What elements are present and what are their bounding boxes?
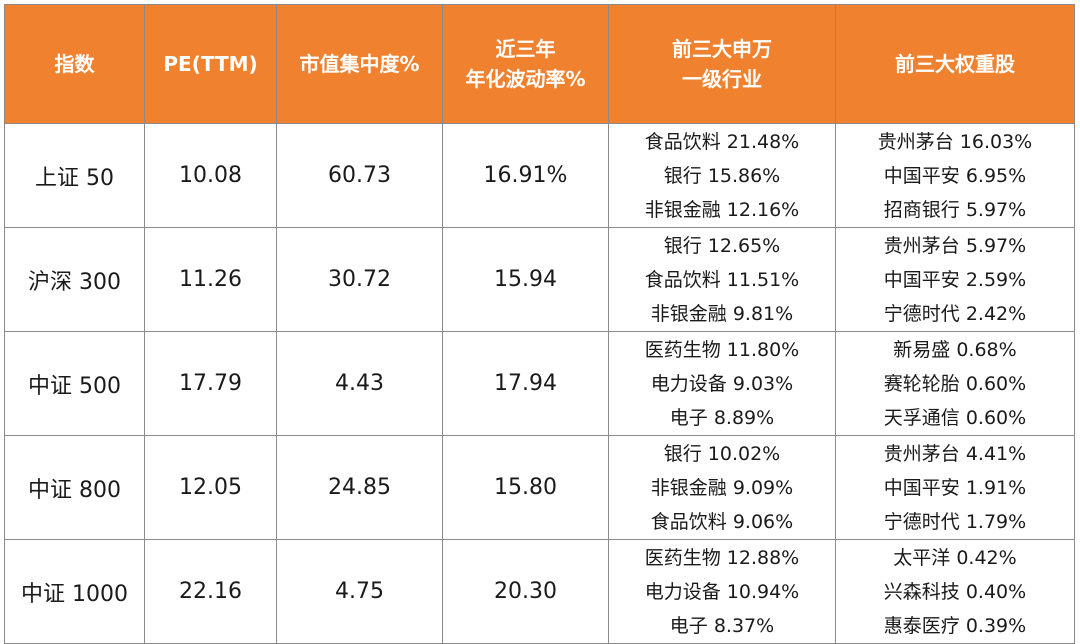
industry-item: 食品饮料 11.51% xyxy=(644,268,800,291)
stock-item: 太平洋 0.42% xyxy=(893,546,1017,569)
header-industries-line1: 前三大申万 xyxy=(672,37,772,61)
industry-item: 电力设备 9.03% xyxy=(650,372,794,395)
industries-cell: 医药生物 12.88% 电力设备 10.94% 电子 8.37% xyxy=(608,539,836,644)
pe-cell: 22.16 xyxy=(144,539,277,644)
stock-item: 天孚通信 0.60% xyxy=(883,406,1027,429)
volatility-cell: 20.30 xyxy=(442,539,609,644)
industry-item: 非银金融 9.09% xyxy=(650,476,794,499)
stock-item: 招商银行 5.97% xyxy=(883,198,1027,221)
volatility-cell: 15.94 xyxy=(442,227,609,332)
industry-item: 非银金融 12.16% xyxy=(644,198,800,221)
header-volatility-line1: 近三年 xyxy=(495,37,556,61)
table-row: 中证 500 17.79 4.43 17.94 医药生物 11.80% 电力设备… xyxy=(4,331,1075,436)
pe-cell: 11.26 xyxy=(144,227,277,332)
index-name-cell: 中证 500 xyxy=(4,331,145,436)
industries-cell: 银行 12.65% 食品饮料 11.51% 非银金融 9.81% xyxy=(608,227,836,332)
index-name-cell: 中证 1000 xyxy=(4,539,145,644)
volatility-cell: 15.80 xyxy=(442,435,609,540)
table-body: 上证 50 10.08 60.73 16.91% 食品饮料 21.48% 银行 … xyxy=(4,123,1075,644)
industry-item: 电子 8.37% xyxy=(669,614,775,637)
industry-item: 医药生物 11.80% xyxy=(644,338,800,361)
pe-cell: 17.79 xyxy=(144,331,277,436)
pe-cell: 10.08 xyxy=(144,123,277,228)
industry-item: 医药生物 12.88% xyxy=(644,546,800,569)
header-stocks: 前三大权重股 xyxy=(835,4,1075,124)
header-industries-line2: 一级行业 xyxy=(682,67,762,91)
header-row: 指数 PE(TTM) 市值集中度% 近三年 年化波动率% 前三大申万 一级行业 … xyxy=(4,4,1075,124)
concentration-cell: 24.85 xyxy=(276,435,443,540)
stock-item: 贵州茅台 4.41% xyxy=(883,442,1027,465)
table-row: 中证 800 12.05 24.85 15.80 银行 10.02% 非银金融 … xyxy=(4,435,1075,540)
stock-item: 赛轮轮胎 0.60% xyxy=(883,372,1027,395)
industries-cell: 食品饮料 21.48% 银行 15.86% 非银金融 12.16% xyxy=(608,123,836,228)
index-name-cell: 上证 50 xyxy=(4,123,145,228)
industry-item: 银行 12.65% xyxy=(663,234,781,257)
industries-cell: 医药生物 11.80% 电力设备 9.03% 电子 8.89% xyxy=(608,331,836,436)
stocks-cell: 新易盛 0.68% 赛轮轮胎 0.60% 天孚通信 0.60% xyxy=(835,331,1075,436)
industries-cell: 银行 10.02% 非银金融 9.09% 食品饮料 9.06% xyxy=(608,435,836,540)
stock-item: 兴森科技 0.40% xyxy=(883,580,1027,603)
concentration-cell: 4.75 xyxy=(276,539,443,644)
stocks-cell: 贵州茅台 16.03% 中国平安 6.95% 招商银行 5.97% xyxy=(835,123,1075,228)
stock-item: 宁德时代 2.42% xyxy=(883,302,1027,325)
stock-item: 宁德时代 1.79% xyxy=(883,510,1027,533)
stock-item: 中国平安 2.59% xyxy=(883,268,1027,291)
stocks-cell: 太平洋 0.42% 兴森科技 0.40% 惠泰医疗 0.39% xyxy=(835,539,1075,644)
concentration-cell: 60.73 xyxy=(276,123,443,228)
stocks-cell: 贵州茅台 5.97% 中国平安 2.59% 宁德时代 2.42% xyxy=(835,227,1075,332)
index-name-cell: 中证 800 xyxy=(4,435,145,540)
table-header: 指数 PE(TTM) 市值集中度% 近三年 年化波动率% 前三大申万 一级行业 … xyxy=(4,4,1075,124)
industry-item: 电力设备 10.94% xyxy=(644,580,800,603)
stock-item: 贵州茅台 5.97% xyxy=(883,234,1027,257)
header-industries: 前三大申万 一级行业 xyxy=(608,4,836,124)
industry-item: 银行 15.86% xyxy=(663,164,781,187)
stock-item: 中国平安 6.95% xyxy=(883,164,1027,187)
header-pe: PE(TTM) xyxy=(144,4,277,124)
header-volatility-line2: 年化波动率% xyxy=(465,67,586,91)
volatility-cell: 16.91% xyxy=(442,123,609,228)
header-index: 指数 xyxy=(4,4,145,124)
header-concentration: 市值集中度% xyxy=(276,4,443,124)
concentration-cell: 4.43 xyxy=(276,331,443,436)
concentration-cell: 30.72 xyxy=(276,227,443,332)
table-row: 中证 1000 22.16 4.75 20.30 医药生物 12.88% 电力设… xyxy=(4,539,1075,644)
index-name-cell: 沪深 300 xyxy=(4,227,145,332)
header-volatility: 近三年 年化波动率% xyxy=(442,4,609,124)
stock-item: 新易盛 0.68% xyxy=(893,338,1017,361)
stock-item: 中国平安 1.91% xyxy=(883,476,1027,499)
volatility-cell: 17.94 xyxy=(442,331,609,436)
stock-item: 贵州茅台 16.03% xyxy=(877,130,1033,153)
pe-cell: 12.05 xyxy=(144,435,277,540)
table-row: 上证 50 10.08 60.73 16.91% 食品饮料 21.48% 银行 … xyxy=(4,123,1075,228)
industry-item: 电子 8.89% xyxy=(669,406,775,429)
industry-item: 食品饮料 21.48% xyxy=(644,130,800,153)
stocks-cell: 贵州茅台 4.41% 中国平安 1.91% 宁德时代 1.79% xyxy=(835,435,1075,540)
industry-item: 非银金融 9.81% xyxy=(650,302,794,325)
index-comparison-table: 指数 PE(TTM) 市值集中度% 近三年 年化波动率% 前三大申万 一级行业 … xyxy=(4,4,1075,644)
industry-item: 银行 10.02% xyxy=(663,442,781,465)
table-row: 沪深 300 11.26 30.72 15.94 银行 12.65% 食品饮料 … xyxy=(4,227,1075,332)
industry-item: 食品饮料 9.06% xyxy=(650,510,794,533)
stock-item: 惠泰医疗 0.39% xyxy=(883,614,1027,637)
